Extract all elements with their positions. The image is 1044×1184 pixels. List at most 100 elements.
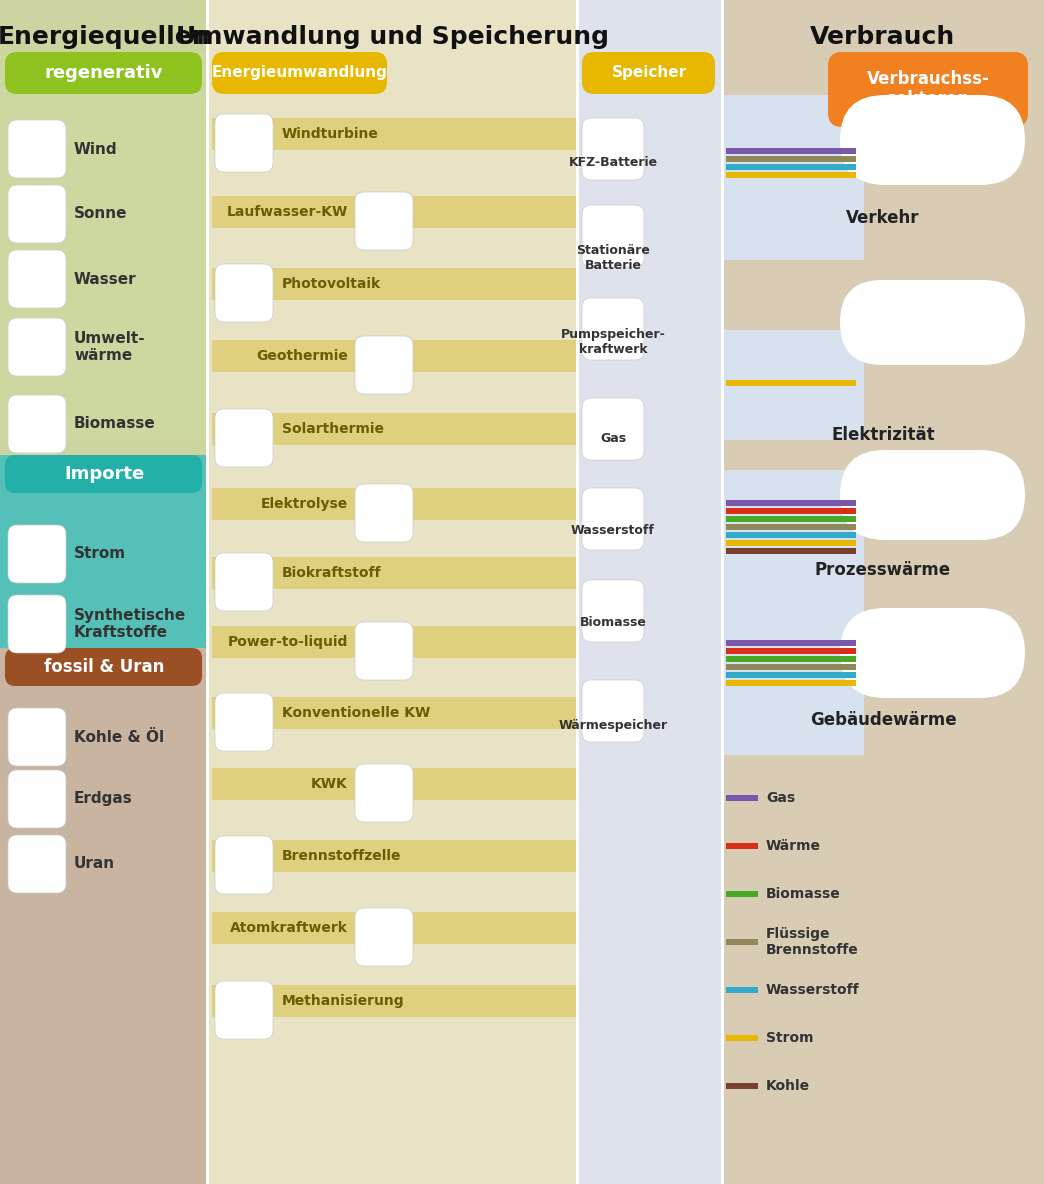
Bar	[212, 488, 577, 520]
Bar	[726, 500, 856, 506]
FancyBboxPatch shape	[8, 596, 66, 654]
Bar	[0, 648, 207, 1184]
Bar	[726, 540, 856, 546]
Bar	[726, 548, 856, 554]
Bar	[723, 470, 864, 620]
FancyBboxPatch shape	[355, 484, 413, 542]
FancyBboxPatch shape	[582, 680, 644, 742]
Bar	[726, 843, 758, 849]
Bar	[726, 987, 758, 993]
Text: Pumpspeicher-
kraftwerk: Pumpspeicher- kraftwerk	[561, 328, 665, 356]
Bar	[726, 680, 856, 686]
Bar	[726, 156, 856, 162]
FancyBboxPatch shape	[8, 318, 66, 377]
Text: KWK: KWK	[311, 777, 348, 791]
FancyBboxPatch shape	[212, 52, 387, 94]
Text: Synthetische
Kraftstoffe: Synthetische Kraftstoffe	[74, 607, 186, 641]
Text: Biomasse: Biomasse	[579, 616, 646, 629]
Bar	[212, 340, 577, 372]
Text: Umwelt-
wärme: Umwelt- wärme	[74, 330, 145, 363]
Text: Gebäudewärme: Gebäudewärme	[810, 712, 956, 729]
Bar	[577, 0, 722, 1184]
FancyBboxPatch shape	[5, 648, 201, 686]
Text: Power-to-liquid: Power-to-liquid	[228, 635, 348, 649]
Bar	[726, 1035, 758, 1041]
Text: Laufwasser-KW: Laufwasser-KW	[227, 205, 348, 219]
FancyBboxPatch shape	[582, 118, 644, 180]
FancyBboxPatch shape	[582, 580, 644, 642]
Text: Uran: Uran	[74, 856, 115, 871]
Text: Importe: Importe	[64, 465, 144, 483]
Bar	[721, 0, 723, 1184]
FancyBboxPatch shape	[582, 52, 715, 94]
FancyBboxPatch shape	[840, 279, 1025, 365]
Text: Windturbine: Windturbine	[282, 127, 379, 141]
Text: Wasserstoff: Wasserstoff	[766, 983, 859, 997]
FancyBboxPatch shape	[355, 192, 413, 250]
FancyBboxPatch shape	[8, 185, 66, 243]
FancyBboxPatch shape	[8, 525, 66, 583]
FancyBboxPatch shape	[582, 298, 644, 360]
Bar	[726, 172, 856, 178]
Bar	[212, 413, 577, 445]
Text: Biomasse: Biomasse	[74, 417, 156, 431]
Text: Konventionelle KW: Konventionelle KW	[282, 706, 430, 720]
FancyBboxPatch shape	[840, 450, 1025, 540]
Text: Speicher: Speicher	[612, 65, 687, 81]
Bar	[212, 268, 577, 300]
Bar	[726, 380, 856, 386]
Bar	[212, 118, 577, 150]
Text: Strom: Strom	[766, 1031, 813, 1045]
Text: fossil & Uran: fossil & Uran	[44, 658, 164, 676]
Bar	[212, 985, 577, 1017]
Bar	[723, 330, 864, 440]
Bar	[726, 516, 856, 522]
FancyBboxPatch shape	[8, 120, 66, 178]
FancyBboxPatch shape	[840, 609, 1025, 699]
Text: Verbrauch: Verbrauch	[810, 25, 955, 49]
Bar	[726, 664, 856, 670]
Text: Methanisierung: Methanisierung	[282, 995, 405, 1008]
FancyBboxPatch shape	[215, 264, 272, 322]
Bar	[723, 95, 864, 260]
Bar	[212, 197, 577, 229]
Bar	[212, 912, 577, 944]
FancyBboxPatch shape	[355, 764, 413, 822]
FancyBboxPatch shape	[355, 908, 413, 966]
FancyBboxPatch shape	[8, 395, 66, 453]
Bar	[726, 892, 758, 897]
Bar	[576, 0, 579, 1184]
Text: Erdgas: Erdgas	[74, 791, 133, 806]
Bar	[0, 52, 207, 440]
FancyBboxPatch shape	[582, 398, 644, 461]
Bar	[726, 648, 856, 654]
Text: Energieumwandlung: Energieumwandlung	[212, 65, 388, 81]
FancyBboxPatch shape	[8, 770, 66, 828]
Text: Verbrauchss-
sektoren: Verbrauchss- sektoren	[867, 70, 990, 109]
FancyBboxPatch shape	[828, 52, 1028, 127]
Bar	[726, 148, 856, 154]
Text: Flüssige
Brennstoffe: Flüssige Brennstoffe	[766, 927, 859, 957]
Bar	[212, 839, 577, 871]
Text: Stationäre
Batterie: Stationäre Batterie	[576, 244, 650, 272]
Text: Elektrolyse: Elektrolyse	[261, 497, 348, 511]
FancyBboxPatch shape	[8, 250, 66, 308]
FancyBboxPatch shape	[215, 408, 272, 466]
Bar	[726, 794, 758, 802]
Bar	[726, 656, 856, 662]
FancyBboxPatch shape	[215, 982, 272, 1040]
Text: Strom: Strom	[74, 547, 126, 561]
Text: Photovoltaik: Photovoltaik	[282, 277, 381, 291]
Bar	[212, 556, 577, 588]
Bar	[726, 939, 758, 945]
Bar	[212, 626, 577, 658]
Text: Kohle & Öl: Kohle & Öl	[74, 729, 164, 745]
Text: Biomasse: Biomasse	[766, 887, 840, 901]
Text: Gas: Gas	[766, 791, 796, 805]
Text: Kohle: Kohle	[766, 1079, 810, 1093]
Bar	[212, 697, 577, 729]
Text: KFZ-Batterie: KFZ-Batterie	[568, 156, 658, 169]
Bar	[726, 165, 856, 170]
Bar	[726, 641, 856, 646]
Bar	[0, 0, 207, 1184]
